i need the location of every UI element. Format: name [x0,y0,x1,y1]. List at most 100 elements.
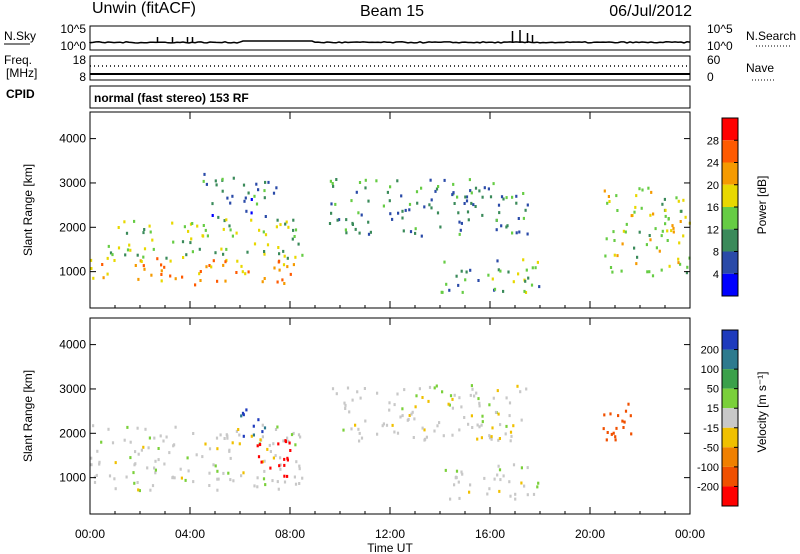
data-cell [279,467,282,471]
data-cell [240,264,243,268]
velocity-colorbar: 200 100 50 15 -15 -50 -100 -200 [697,329,739,507]
data-cell [408,208,411,212]
data-cell [102,276,105,280]
freq-label: Freq. [4,53,32,67]
data-cell [293,475,296,479]
data-cell [129,440,132,444]
data-cell [493,477,496,481]
data-cell [464,195,467,199]
data-cell [515,231,518,235]
x-tick-label: 00:00 [75,527,105,541]
nsearch-tick-top: 10^5 [707,22,733,36]
data-cell [470,201,473,205]
colorbar-tick-label: 8 [713,247,719,259]
data-cell [142,445,145,449]
data-cell [245,408,248,412]
data-cell [497,412,500,416]
data-cell [386,190,389,194]
data-cell [156,257,159,261]
colorbar-tick-label: -15 [703,423,719,435]
nsearch-tick-bottom: 10^0 [707,39,733,53]
data-cell [360,436,364,440]
data-cell [514,497,517,501]
data-cell [117,226,120,229]
data-cell [283,463,286,467]
data-cell [125,475,128,479]
data-cell [231,441,234,445]
data-cell [408,414,411,417]
data-cell [651,274,655,278]
data-cell [451,433,454,437]
data-cell [360,213,363,217]
nave-tick-bottom: 0 [707,70,714,84]
data-cell [289,272,292,276]
data-cell [635,262,638,266]
data-cell [301,476,304,480]
data-cell [179,467,182,471]
data-cell [458,232,461,236]
data-cell [126,248,130,252]
data-cell [421,426,424,430]
data-cell [132,471,135,475]
data-cell [537,481,540,485]
cpid-text: normal (fast stereo) 153 RF [94,91,249,105]
data-cell [221,177,224,181]
data-cell [223,219,226,223]
data-cell [608,200,611,203]
data-cell [229,456,232,460]
data-cell [645,243,648,247]
data-cell [415,394,418,398]
data-cell [605,438,608,442]
data-cell [609,266,613,269]
velocity-data [90,384,633,501]
data-cell [174,425,177,429]
data-cell [291,237,294,241]
data-cell [226,434,229,438]
data-cell [507,270,510,274]
data-cell [262,230,265,234]
data-cell [459,228,462,232]
data-cell [227,471,230,475]
data-cell [467,218,470,222]
data-cell [168,451,171,455]
data-cell [292,263,295,267]
data-cell [267,180,270,184]
data-cell [606,431,609,434]
data-cell [134,450,137,454]
data-cell [402,229,405,233]
data-cell [257,418,260,422]
data-cell [443,178,446,182]
data-cell [216,469,219,473]
data-cell [490,435,493,439]
power-colorbar-label: Power [dB] [755,176,769,235]
data-cell [508,480,511,484]
data-cell [481,414,484,418]
data-cell [523,484,526,488]
data-cell [449,394,453,398]
data-cell [441,290,444,294]
data-cell [453,202,456,205]
data-cell [509,430,513,434]
data-cell [474,186,478,190]
data-cell [495,228,498,232]
data-cell [252,424,255,428]
data-cell [630,214,633,218]
data-cell [437,185,440,188]
data-cell [508,401,512,405]
data-cell [292,431,295,435]
data-cell [169,274,172,278]
colorbar-swatch [722,349,738,370]
data-cell [173,476,176,480]
data-cell [247,270,250,274]
data-cell [469,483,472,487]
data-cell [488,434,491,438]
data-cell [297,433,301,437]
data-cell [364,419,367,423]
data-cell [299,435,302,439]
data-cell [621,419,624,423]
data-cell [151,484,155,488]
data-cell [490,437,493,441]
data-cell [376,432,379,436]
data-cell [472,203,475,207]
